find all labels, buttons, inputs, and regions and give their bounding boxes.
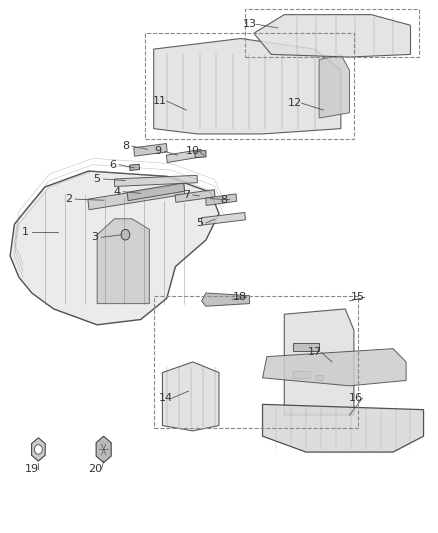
Text: 18: 18: [233, 292, 247, 302]
Polygon shape: [166, 149, 202, 163]
Text: 12: 12: [288, 98, 302, 108]
Bar: [293, 343, 319, 351]
Text: 13: 13: [243, 19, 257, 29]
Circle shape: [121, 229, 130, 240]
Polygon shape: [97, 219, 149, 304]
Polygon shape: [10, 171, 219, 325]
Text: 16: 16: [349, 393, 363, 403]
Text: 17: 17: [307, 348, 322, 358]
Text: 8: 8: [220, 195, 227, 205]
Text: 14: 14: [159, 393, 173, 403]
Text: 19: 19: [25, 464, 39, 474]
Polygon shape: [154, 38, 341, 134]
Bar: [293, 372, 311, 378]
Polygon shape: [175, 190, 215, 203]
Text: 20: 20: [88, 464, 102, 474]
Text: 2: 2: [65, 194, 72, 204]
Text: 10: 10: [186, 147, 200, 157]
Circle shape: [35, 445, 42, 454]
Polygon shape: [262, 405, 424, 452]
Text: 4: 4: [113, 187, 120, 197]
Polygon shape: [201, 293, 250, 306]
Polygon shape: [201, 213, 245, 225]
Polygon shape: [134, 143, 167, 156]
Bar: [315, 375, 323, 381]
Bar: [145, 33, 354, 139]
Polygon shape: [284, 309, 354, 415]
Polygon shape: [262, 349, 406, 386]
Text: 11: 11: [153, 96, 167, 106]
Polygon shape: [32, 438, 45, 461]
Text: 1: 1: [22, 227, 29, 237]
Text: 5: 5: [94, 174, 101, 184]
Text: 7: 7: [183, 190, 190, 200]
Text: 9: 9: [155, 147, 162, 157]
Text: 5: 5: [196, 218, 203, 228]
Bar: [245, 10, 419, 57]
Polygon shape: [162, 362, 219, 431]
Text: 15: 15: [351, 292, 365, 302]
Polygon shape: [88, 184, 185, 209]
Polygon shape: [205, 194, 237, 206]
Bar: [195, 150, 206, 158]
Polygon shape: [114, 175, 198, 187]
Text: 8: 8: [122, 141, 129, 151]
Polygon shape: [254, 14, 410, 57]
Bar: [130, 164, 140, 171]
Polygon shape: [96, 436, 111, 463]
Polygon shape: [127, 183, 185, 201]
Text: 6: 6: [109, 160, 116, 169]
Polygon shape: [319, 54, 350, 118]
Text: 3: 3: [92, 232, 99, 243]
Bar: [154, 296, 358, 428]
